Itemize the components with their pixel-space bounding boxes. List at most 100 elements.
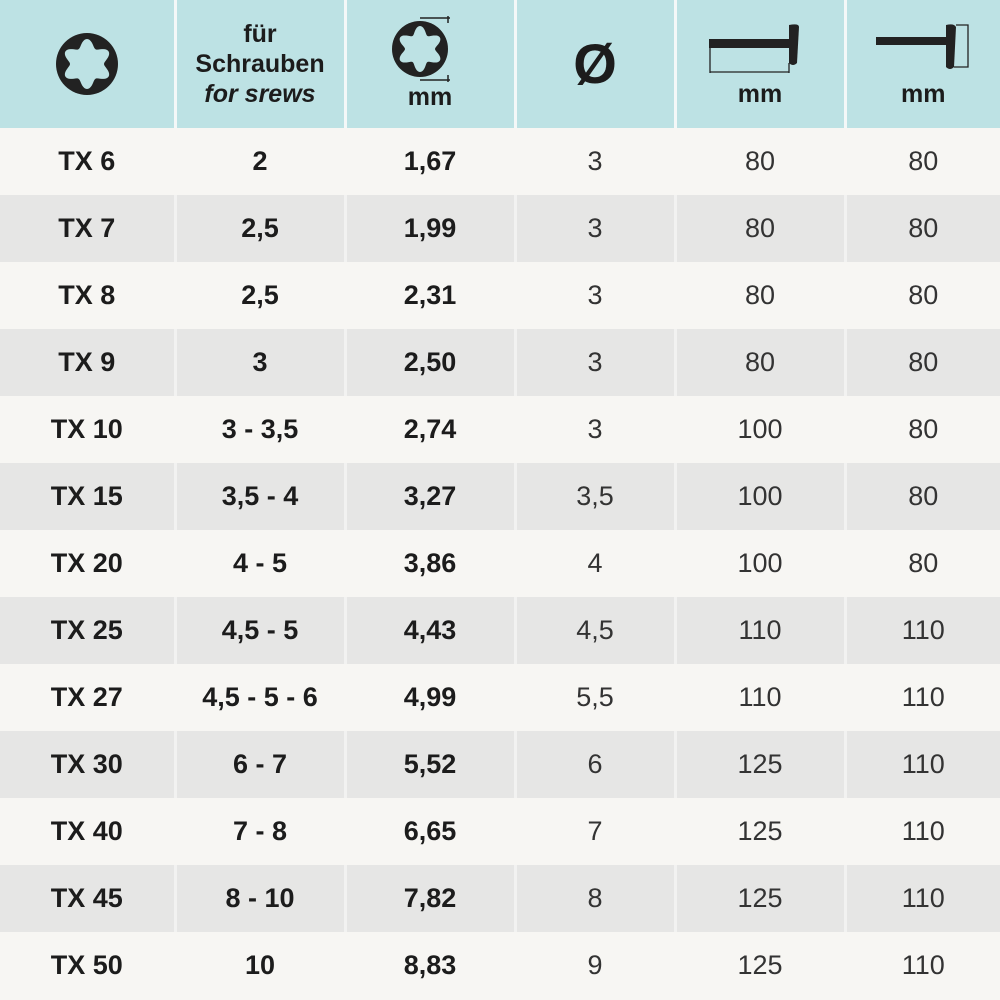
cell-width-mm: 3,86 [345,530,517,597]
cell-size: TX 45 [0,865,177,932]
header-width: mm [345,0,517,128]
cell-handle-length: 80 [845,195,1000,262]
cell-width-mm: 4,99 [345,664,517,731]
cell-diameter: 3 [515,262,677,329]
cell-screw-size: 4,5 - 5 [175,597,347,664]
cell-diameter: 5,5 [515,664,677,731]
handle-length-icon [876,24,969,69]
cell-size: TX 9 [0,329,177,396]
table-row: TX 40 7 - 8 6,65 7 125 110 [0,798,1000,865]
header-handle-unit: mm [901,80,946,108]
cell-handle-length: 80 [908,414,939,444]
table-row: TX 15 3,5 - 4 3,27 3,5 100 80 [0,463,1000,530]
cell-handle-length: 110 [901,950,945,980]
cell-diameter: 6 [515,731,677,798]
cell-handle-length: 110 [845,731,1000,798]
cell-width-mm: 1,67 [345,128,517,195]
cell-size: TX 20 [0,530,177,597]
table-row: TX 30 6 - 7 5,52 6 125 110 [0,731,1000,798]
cell-size: TX 10 [0,396,177,463]
cell-screw-size: 3,5 - 4 [175,463,347,530]
diameter-icon: Ø [573,32,617,95]
cell-blade-length: 80 [675,329,847,396]
header-row: für Schrauben for srews mm Ø [0,0,1000,128]
cell-width-mm: 4,43 [345,597,517,664]
cell-size: TX 15 [0,463,177,530]
cell-blade-length: 110 [675,664,847,731]
cell-screw-size: 7 - 8 [175,798,347,865]
cell-handle-length: 80 [908,548,939,578]
table-row: TX 9 3 2,50 3 80 80 [0,329,1000,396]
cell-blade-length: 80 [675,195,847,262]
cell-diameter: 8 [515,865,677,932]
cell-blade-length: 125 [675,731,847,798]
cell-screw-size: 8 - 10 [175,865,347,932]
cell-diameter: 3 [515,128,677,195]
cell-blade-length: 125 [675,932,847,999]
cell-diameter: 3 [515,329,677,396]
table-row: TX 27 4,5 - 5 - 6 4,99 5,5 110 110 [0,664,1000,731]
header-for-screws: for srews [204,80,316,108]
cell-width-mm: 1,99 [345,195,517,262]
header-diameter: Ø [515,0,677,128]
cell-width-mm: 5,52 [345,731,517,798]
cell-diameter: 9 [515,932,677,999]
cell-handle-length: 80 [908,280,939,310]
header-screws: für Schrauben for srews [175,0,347,128]
cell-width-mm: 3,27 [345,463,517,530]
cell-screw-size: 4,5 - 5 - 6 [175,664,347,731]
header-schrauben: Schrauben [195,50,325,78]
header-handle-length: mm [845,0,1000,128]
cell-handle-length: 110 [845,865,1000,932]
header-torx [0,0,177,128]
cell-width-mm: 8,83 [345,932,517,999]
torx-width-icon [392,16,450,82]
cell-width-mm: 7,82 [345,865,517,932]
cell-handle-length: 80 [845,463,1000,530]
cell-size: TX 40 [0,798,177,865]
table-row: TX 25 4,5 - 5 4,43 4,5 110 110 [0,597,1000,664]
cell-diameter: 4,5 [515,597,677,664]
cell-size: TX 7 [0,195,177,262]
cell-size: TX 30 [0,731,177,798]
table-row: TX 6 2 1,67 3 80 80 [0,128,1000,195]
cell-screw-size: 10 [175,932,347,999]
cell-blade-length: 100 [675,396,847,463]
cell-blade-length: 80 [675,128,847,195]
cell-screw-size: 3 - 3,5 [175,396,347,463]
blade-length-icon [709,24,799,73]
cell-blade-length: 80 [675,262,847,329]
cell-blade-length: 125 [675,865,847,932]
header-fuer: für [243,20,277,48]
cell-width-mm: 2,31 [345,262,517,329]
cell-handle-length: 80 [908,146,939,176]
cell-diameter: 7 [515,798,677,865]
cell-diameter: 3 [515,396,677,463]
cell-diameter: 3 [515,195,677,262]
header-blade-length: mm [675,0,847,128]
header-blade-unit: mm [737,80,783,108]
cell-width-mm: 2,74 [345,396,517,463]
cell-screw-size: 3 [175,329,347,396]
cell-blade-length: 110 [675,597,847,664]
cell-screw-size: 2,5 [175,195,347,262]
cell-handle-length: 110 [901,816,945,846]
cell-size: TX 50 [0,932,177,999]
cell-blade-length: 100 [675,463,847,530]
table-row: TX 20 4 - 5 3,86 4 100 80 [0,530,1000,597]
cell-diameter: 3,5 [515,463,677,530]
table-row: TX 45 8 - 10 7,82 8 125 110 [0,865,1000,932]
table-row: TX 50 10 8,83 9 125 110 [0,932,1000,999]
torx-profile-icon [55,33,118,95]
cell-handle-length: 80 [845,329,1000,396]
cell-size: TX 25 [0,597,177,664]
cell-size: TX 6 [0,128,177,195]
cell-screw-size: 6 - 7 [175,731,347,798]
cell-size: TX 27 [0,664,177,731]
table-row: TX 8 2,5 2,31 3 80 80 [0,262,1000,329]
cell-blade-length: 125 [675,798,847,865]
cell-size: TX 8 [0,262,177,329]
cell-handle-length: 110 [845,597,1000,664]
table-row: TX 7 2,5 1,99 3 80 80 [0,195,1000,262]
